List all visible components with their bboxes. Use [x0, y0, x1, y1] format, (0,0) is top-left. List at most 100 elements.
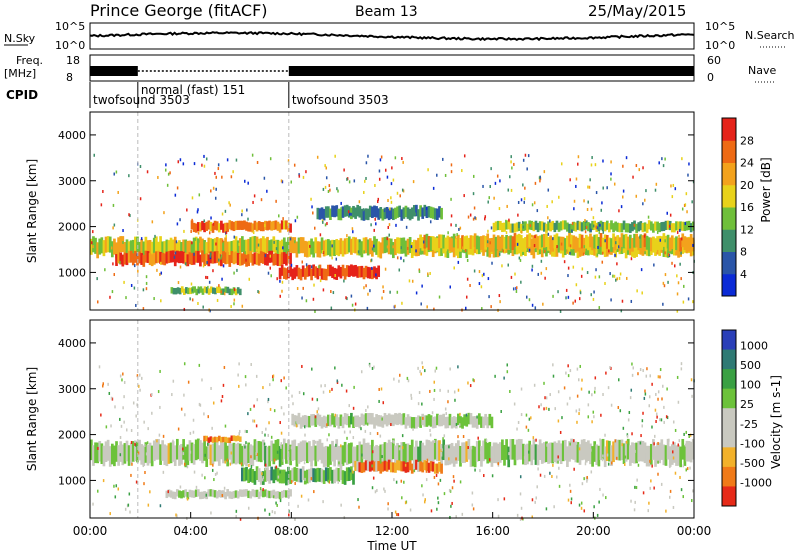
vel-heat-speckle	[162, 434, 165, 438]
vel-heat-speckle	[345, 389, 348, 393]
vel-heat-cell	[211, 437, 215, 443]
colorbar-swatch	[722, 486, 736, 507]
power-heat-speckle	[222, 239, 224, 243]
vel-heat-speckle	[457, 435, 459, 439]
vel-heat-cell	[530, 444, 534, 466]
power-heat-cell	[356, 204, 360, 217]
vel-heat-speckle	[329, 389, 331, 393]
power-heat-cell	[540, 234, 544, 249]
vel-heat-speckle	[648, 395, 651, 399]
power-heat-speckle	[209, 309, 211, 313]
power-heat-speckle	[677, 281, 680, 285]
power-heat-speckle	[328, 184, 331, 188]
vel-heat-cell	[641, 440, 645, 462]
power-heat-cell	[561, 220, 565, 230]
vel-heat-speckle	[214, 472, 217, 476]
power-heat-cell	[431, 236, 435, 250]
vel-heat-cell	[649, 443, 653, 465]
vel-heat-cell	[251, 489, 255, 497]
power-heat-speckle	[505, 219, 507, 223]
vel-heat-speckle	[107, 457, 109, 461]
vel-heat-speckle	[395, 413, 397, 417]
vel-heat-speckle	[203, 412, 205, 416]
power-heat-cell	[161, 252, 165, 265]
vel-heat-speckle	[662, 384, 664, 388]
vel-heat-cell	[329, 444, 332, 465]
time-axis: 00:00 04:00 08:00 12:00 16:00 20:00 00:00	[73, 512, 711, 538]
vel-heat-speckle	[269, 407, 272, 411]
vel-heat-speckle	[586, 479, 588, 483]
power-heat-cell	[662, 221, 666, 232]
vel-heat-speckle	[119, 435, 122, 439]
power-heat-speckle	[462, 246, 464, 250]
vel-heat-speckle	[451, 501, 453, 505]
power-heat-cell	[326, 264, 330, 277]
power-heat-speckle	[499, 179, 501, 183]
vel-heat-cell	[396, 413, 399, 426]
power-heat-cell	[270, 250, 274, 263]
vel-heat-cell	[377, 446, 381, 467]
power-heat-speckle	[522, 220, 524, 224]
vel-heat-speckle	[183, 393, 185, 397]
power-heat-cell	[633, 241, 636, 258]
vel-heat-speckle	[455, 457, 457, 461]
power-heat-speckle	[414, 212, 417, 216]
vel-heat-speckle	[577, 378, 580, 382]
vel-heat-speckle	[593, 390, 596, 394]
power-heat-speckle	[531, 264, 534, 268]
vel-heat-speckle	[245, 441, 247, 445]
power-heat-speckle	[501, 264, 503, 268]
vel-heat-cell	[92, 445, 95, 466]
vel-heat-cell	[245, 466, 248, 481]
power-heat-speckle	[622, 195, 624, 199]
vel-heat-speckle	[371, 450, 374, 454]
power-heat-speckle	[390, 182, 393, 186]
vel-heat-cell	[339, 466, 343, 481]
power-heat-speckle	[165, 257, 168, 261]
vel-heat-cell	[392, 438, 395, 460]
power-heat-cell	[226, 286, 230, 294]
power-heat-speckle	[305, 263, 308, 267]
vel-heat-cell	[331, 413, 334, 425]
vel-heat-cell	[526, 443, 529, 465]
power-heat-speckle	[343, 279, 345, 283]
power-heat-speckle	[91, 241, 93, 245]
power-heat-speckle	[484, 215, 487, 219]
noise-tick-left-top: 10^5	[55, 20, 85, 33]
vel-heat-cell	[203, 491, 206, 499]
power-heat-cell	[545, 223, 548, 233]
vel-heat-speckle	[516, 427, 518, 431]
vel-heat-speckle	[434, 369, 436, 373]
vel-heat-cell	[436, 440, 439, 462]
power-heat-speckle	[668, 224, 671, 228]
vel-heat-speckle	[132, 401, 135, 405]
vel-heat-cell	[314, 415, 318, 427]
vel-heat-speckle	[171, 393, 173, 397]
vel-heat-speckle	[404, 501, 407, 505]
vel-heat-speckle	[255, 374, 258, 378]
vel-heat-speckle	[261, 431, 264, 435]
power-heat-speckle	[225, 234, 227, 238]
power-heat-speckle	[596, 226, 598, 230]
vel-heat-cell	[385, 461, 389, 472]
vel-heat-cell	[645, 445, 649, 467]
vel-heat-cell	[345, 413, 349, 426]
vel-heat-speckle	[672, 505, 675, 509]
vel-heat-speckle	[143, 443, 146, 447]
power-heat-cell	[178, 240, 181, 257]
power-heat-cell	[410, 207, 414, 219]
power-heat-speckle	[267, 271, 270, 275]
vel-heat-cell	[352, 446, 355, 468]
power-heat-speckle	[215, 175, 218, 179]
vel-heat-speckle	[123, 395, 125, 399]
vel-heat-cell	[436, 463, 439, 474]
power-heat-speckle	[281, 289, 283, 293]
vel-heat-speckle	[267, 433, 270, 437]
power-heat-speckle	[580, 274, 583, 278]
vel-heat-cell	[211, 489, 215, 497]
vel-heat-speckle	[569, 369, 572, 373]
vel-heat-speckle	[376, 488, 378, 492]
power-heat-cell	[215, 237, 219, 254]
power-heat-cell	[291, 237, 295, 254]
